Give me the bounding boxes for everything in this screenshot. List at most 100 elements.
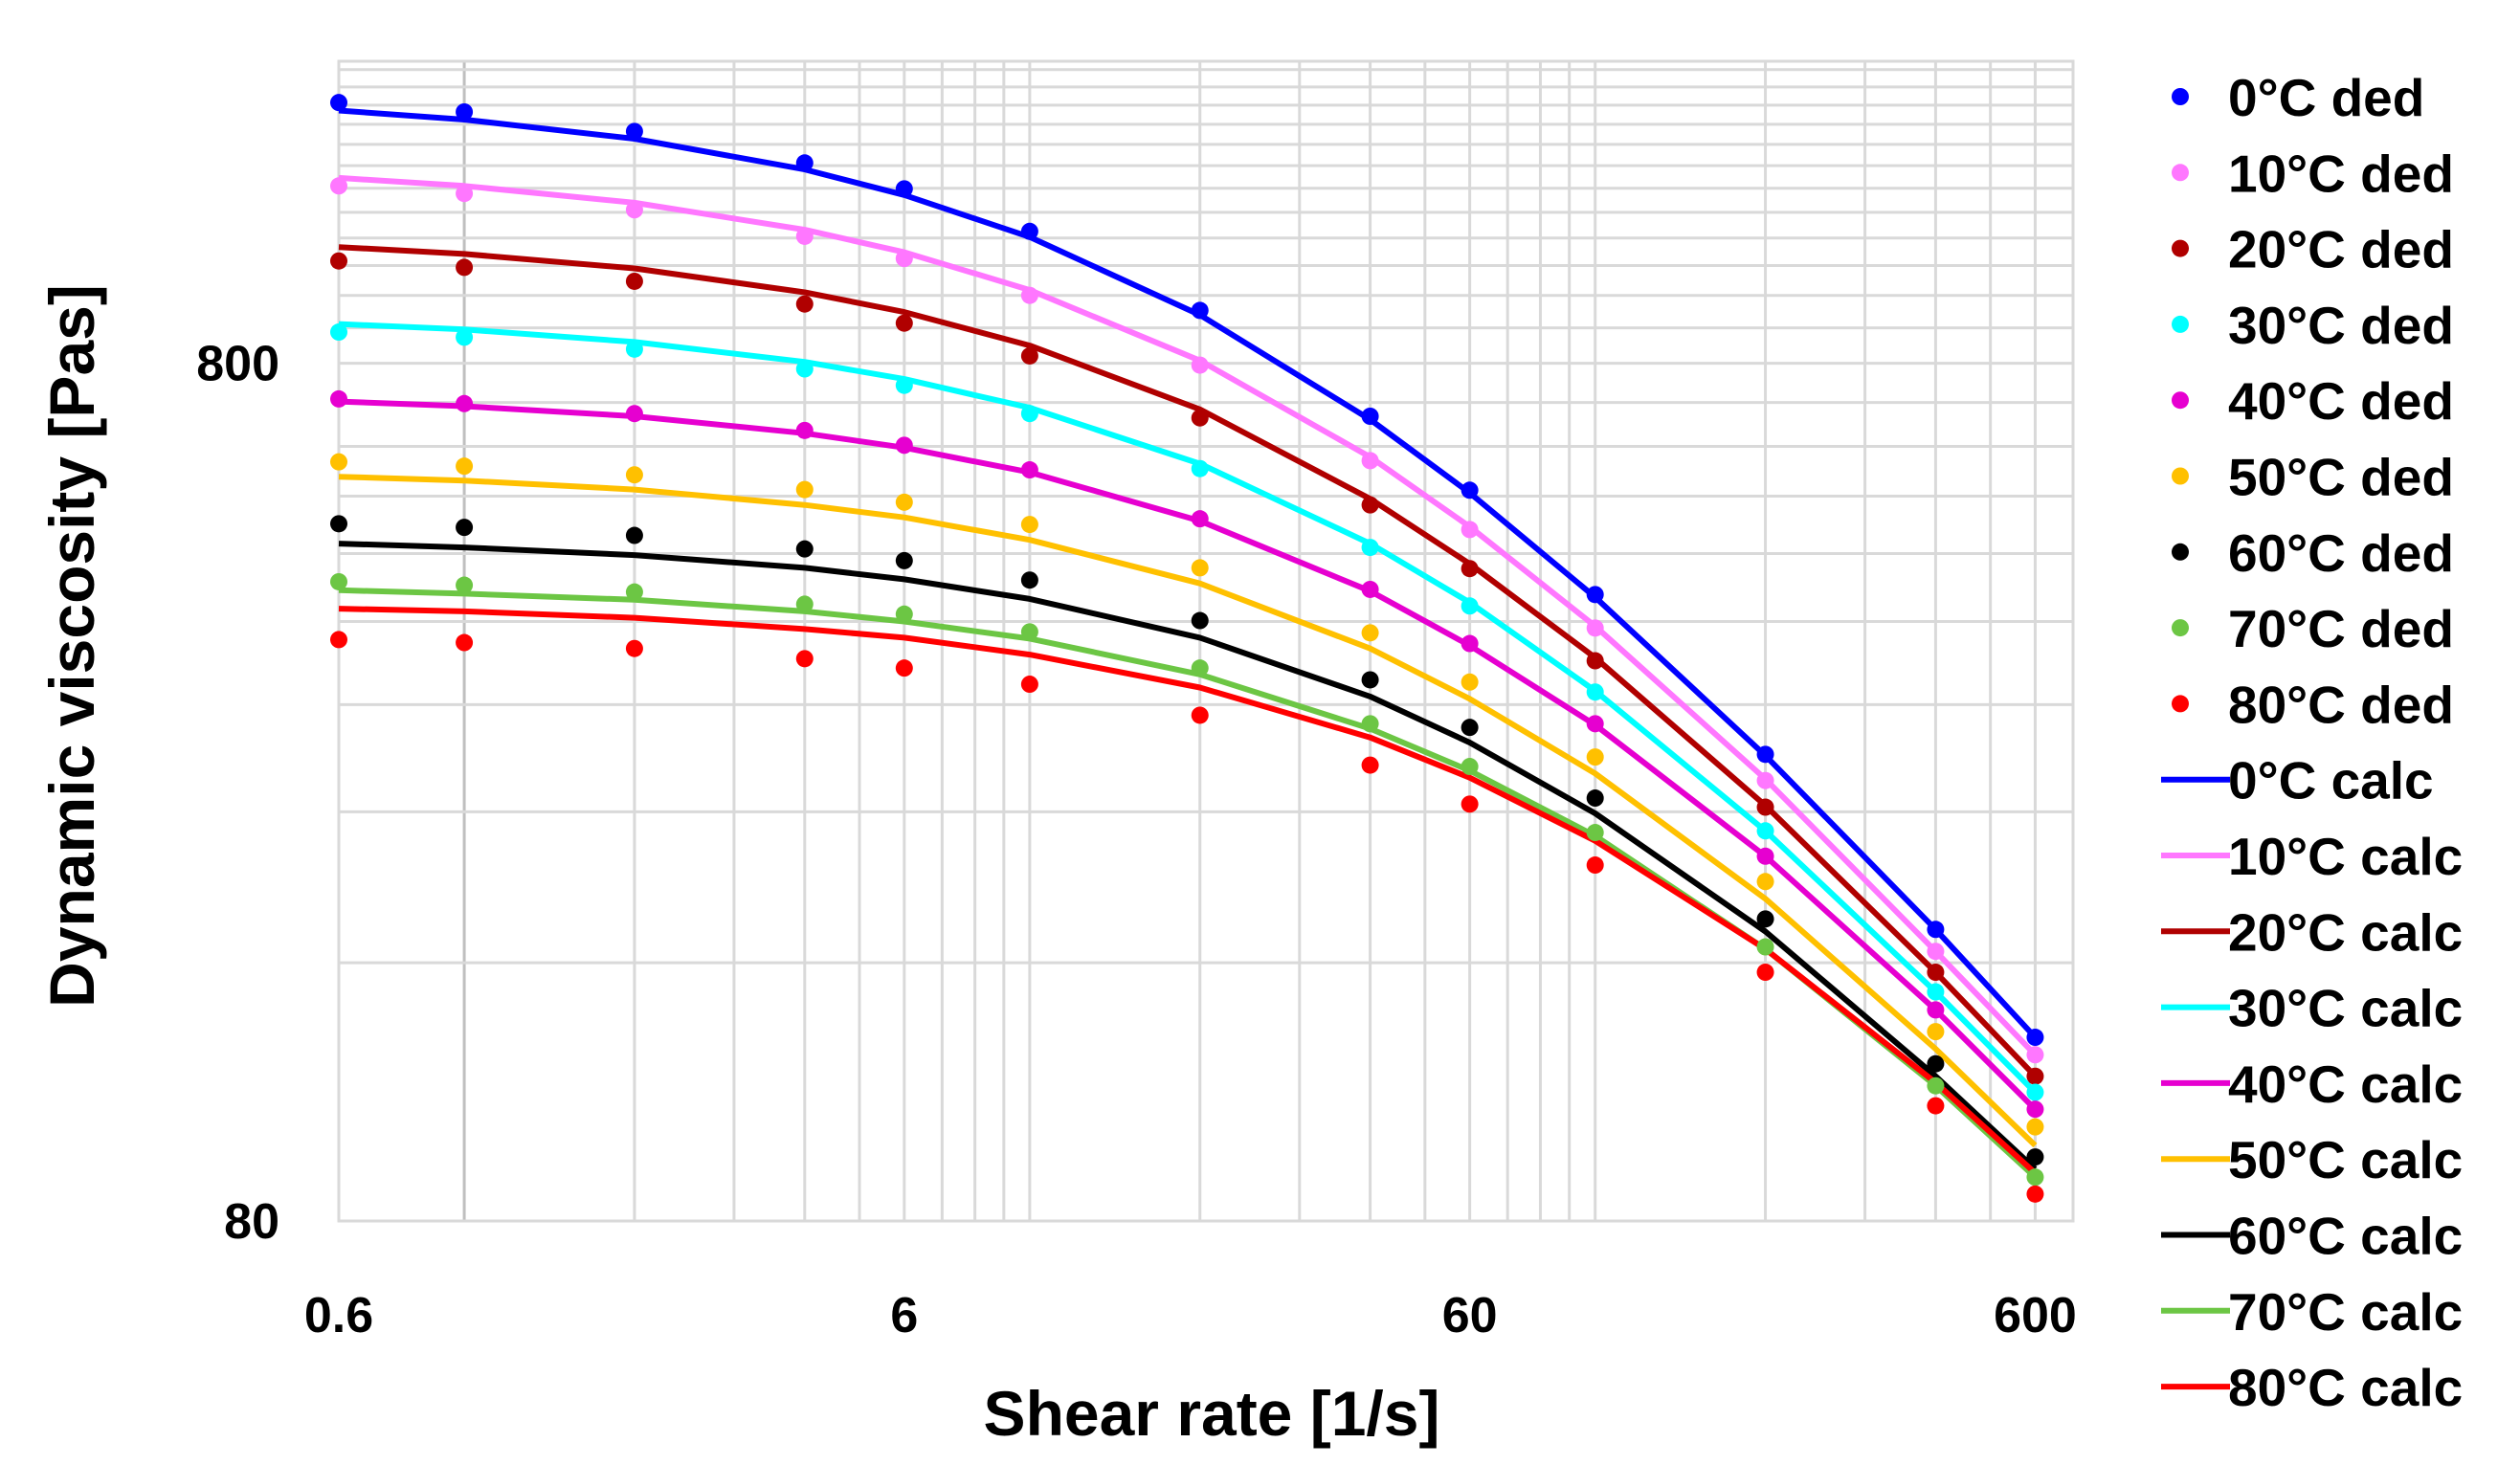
- legend-marker-swatch: [2172, 88, 2189, 105]
- calc-lines: [338, 107, 2038, 1180]
- legend-marker-swatch: [2172, 543, 2189, 561]
- data-point: [1927, 1023, 1945, 1041]
- legend-label: 60°C ded: [2228, 523, 2454, 583]
- data-point: [1361, 756, 1379, 774]
- data-point: [895, 376, 913, 394]
- series-line: [338, 107, 2038, 1040]
- data-point: [1461, 597, 1479, 615]
- data-point: [795, 295, 814, 313]
- legend-label: 60°C calc: [2228, 1207, 2463, 1266]
- data-point: [625, 639, 643, 657]
- data-point: [1191, 659, 1209, 677]
- data-point: [2026, 1185, 2044, 1203]
- legend-label: 0°C calc: [2228, 751, 2434, 810]
- legend-entry: 80°C calc: [2161, 1358, 2463, 1417]
- data-point: [1586, 652, 1604, 670]
- data-point: [1756, 798, 1774, 816]
- x-tick-label: 0.6: [304, 1288, 373, 1343]
- legend-label: 10°C ded: [2228, 144, 2454, 203]
- data-point: [625, 340, 643, 358]
- legend-entry: 20°C calc: [2161, 902, 2463, 962]
- legend-label: 80°C calc: [2228, 1358, 2463, 1417]
- series-line: [338, 474, 2038, 1148]
- series-line: [338, 398, 2038, 1112]
- data-point: [895, 551, 913, 569]
- data-point: [625, 526, 643, 544]
- data-point: [1361, 408, 1379, 426]
- data-point: [795, 421, 814, 439]
- data-point: [2026, 1029, 2044, 1047]
- data-point: [795, 595, 814, 613]
- data-point: [1361, 580, 1379, 598]
- data-point: [1361, 715, 1379, 733]
- data-point: [1361, 671, 1379, 689]
- legend-entry: 30°C calc: [2161, 979, 2463, 1038]
- data-point: [1756, 847, 1774, 865]
- data-point: [625, 201, 643, 219]
- data-point: [895, 605, 913, 623]
- data-point: [330, 94, 347, 112]
- legend-entry: 70°C calc: [2161, 1282, 2463, 1342]
- data-point: [1191, 459, 1209, 477]
- series-line: [338, 321, 2038, 1095]
- data-point: [1927, 921, 1945, 939]
- data-point: [1191, 409, 1209, 427]
- x-tick-label: 600: [1994, 1288, 2077, 1343]
- legend-entry: 60°C calc: [2161, 1207, 2463, 1266]
- data-point: [1461, 634, 1479, 653]
- data-point: [1756, 910, 1774, 928]
- legend-marker-swatch: [2172, 619, 2189, 637]
- data-point: [1020, 461, 1038, 479]
- legend-entry: 30°C ded: [2172, 296, 2454, 355]
- legend-entry: 40°C ded: [2172, 371, 2454, 431]
- series-line: [338, 244, 2038, 1078]
- data-point: [330, 389, 347, 408]
- data-point: [2026, 1118, 2044, 1136]
- data-point: [330, 572, 347, 590]
- data-point: [330, 252, 347, 270]
- data-point: [1756, 771, 1774, 789]
- legend-entry: 80°C ded: [2172, 675, 2454, 734]
- data-point: [1191, 356, 1209, 374]
- data-point: [1927, 983, 1945, 1001]
- data-point: [895, 659, 913, 677]
- data-point: [330, 631, 347, 649]
- legend-label: 40°C calc: [2228, 1054, 2463, 1114]
- data-point: [2026, 1083, 2044, 1101]
- data-point: [1756, 938, 1774, 956]
- legend-label: 30°C calc: [2228, 979, 2463, 1038]
- data-point: [895, 436, 913, 455]
- data-point: [1586, 586, 1604, 604]
- series-line: [338, 606, 2038, 1176]
- data-point: [2026, 1168, 2044, 1187]
- x-tick-label: 60: [1442, 1288, 1498, 1343]
- series-line: [338, 587, 2038, 1180]
- data-point: [456, 102, 474, 121]
- data-point: [1586, 619, 1604, 637]
- data-point: [1191, 706, 1209, 724]
- data-point: [895, 250, 913, 268]
- legend-entry: 50°C ded: [2172, 448, 2454, 507]
- legend-label: 50°C calc: [2228, 1130, 2463, 1189]
- data-point: [1927, 1054, 1945, 1073]
- legend-marker-swatch: [2172, 239, 2189, 257]
- data-point: [1020, 516, 1038, 534]
- data-point: [1586, 715, 1604, 733]
- data-point: [795, 154, 814, 172]
- series-line: [338, 541, 2038, 1171]
- data-point: [1586, 748, 1604, 766]
- data-point: [1361, 624, 1379, 642]
- data-point: [1756, 873, 1774, 891]
- legend-marker-swatch: [2172, 391, 2189, 410]
- data-point: [1586, 789, 1604, 808]
- legend-marker-swatch: [2172, 695, 2189, 713]
- data-point: [1020, 222, 1038, 240]
- data-point: [1927, 964, 1945, 982]
- data-point: [456, 185, 474, 203]
- legend-label: 50°C ded: [2228, 448, 2454, 507]
- data-point: [1461, 673, 1479, 691]
- data-point: [1586, 824, 1604, 842]
- y-tick-label: 80: [224, 1194, 279, 1250]
- data-point: [456, 519, 474, 537]
